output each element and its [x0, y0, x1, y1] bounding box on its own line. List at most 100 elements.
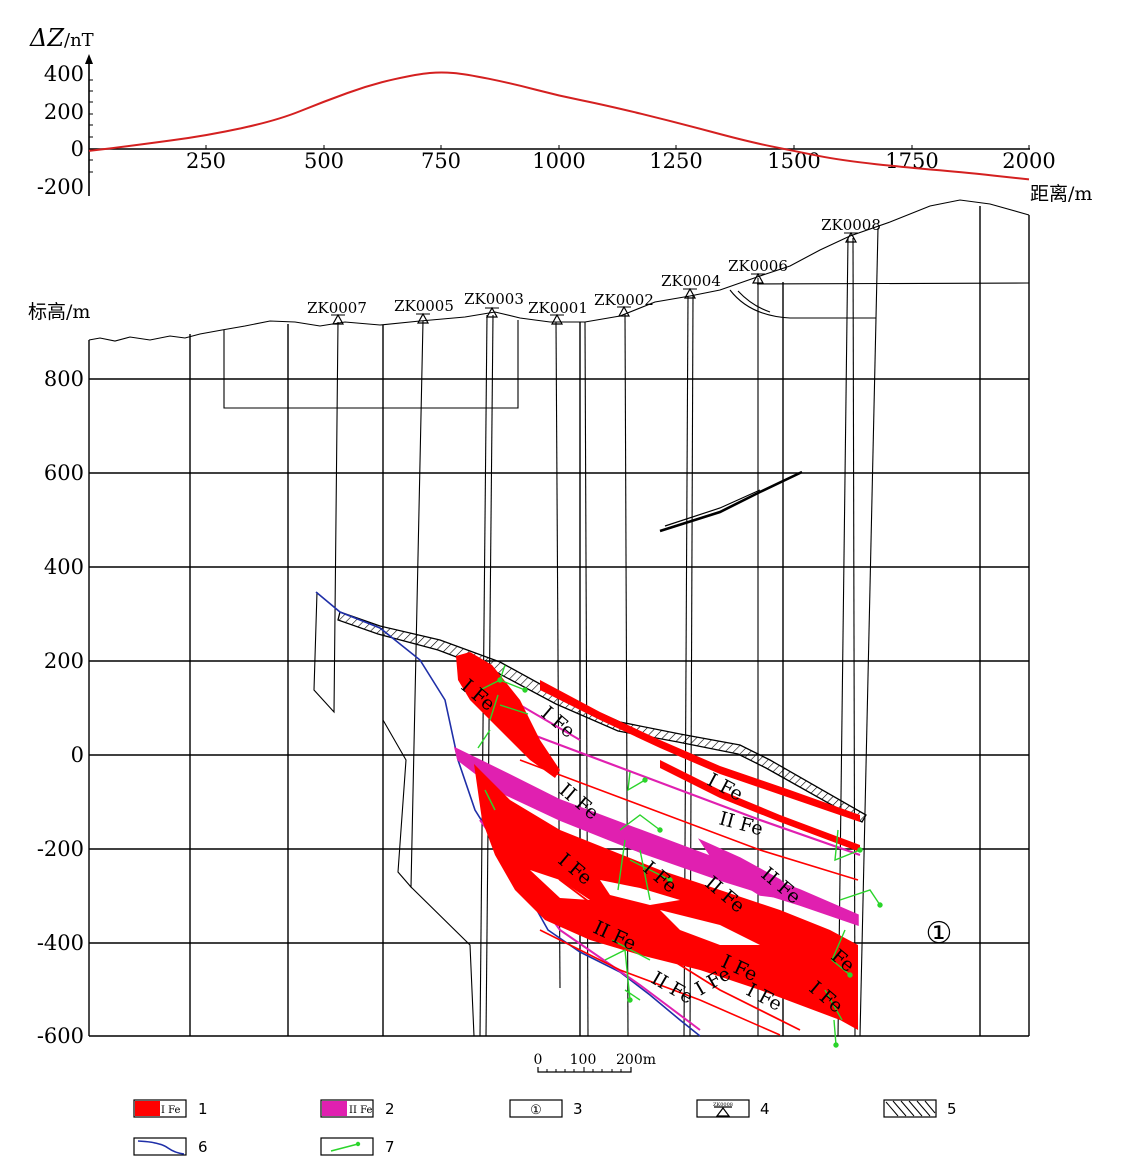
borehole-collars — [331, 231, 858, 325]
elevation-tick: -400 — [37, 931, 84, 955]
legend: I Fe 1 II Fe 2 ① 3 ZK0008 4 5 — [133, 1099, 957, 1156]
ground-surface — [88, 199, 1030, 342]
borehole-icon — [714, 1106, 732, 1117]
elevation-tick: -200 — [37, 837, 84, 861]
borehole-collar-icon — [331, 313, 345, 325]
profile-y-tick: 400 — [44, 62, 84, 86]
legend-number: 5 — [947, 1100, 957, 1118]
ore-body-i-fe — [660, 760, 860, 852]
borehole-collar-icon — [485, 306, 499, 318]
ore-body-i-fe — [660, 910, 760, 945]
profile-x-tick: 2000 — [1002, 149, 1055, 173]
profile-y-tick: -200 — [37, 175, 84, 199]
borehole-label: ZK0001 — [528, 299, 588, 317]
elevation-tick: -600 — [37, 1024, 84, 1048]
profile-minor-ticks — [89, 79, 93, 173]
scale-label: 100 — [570, 1052, 597, 1068]
profile-x-tick: 750 — [421, 149, 461, 173]
profile-y-tick: 0 — [71, 137, 84, 161]
legend-number: 6 — [198, 1138, 208, 1156]
zone-marker: ① — [926, 916, 953, 951]
ore-body-i-fe — [489, 799, 801, 1031]
legend-swatch-text: ① — [530, 1103, 542, 1118]
legend-item-7: 7 — [320, 1137, 395, 1156]
dip-arrow-icon — [355, 1141, 361, 1147]
ore-label: II Fe — [648, 967, 697, 1008]
legend-swatch-text: I Fe — [161, 1105, 181, 1116]
elevation-ticks: 800 600 400 200 0 -200 -400 -600 — [37, 367, 84, 1048]
borehole-label: ZK0002 — [594, 291, 654, 309]
legend-item-3: ① 3 — [509, 1099, 583, 1118]
dz-curve-line — [88, 71, 1030, 181]
ore-body-i-fe — [600, 880, 680, 905]
borehole-collar-icon — [617, 305, 631, 317]
elevation-tick: 600 — [44, 461, 84, 485]
borehole-labels: ZK0007 ZK0005 ZK0003 ZK0001 ZK0002 ZK000… — [307, 216, 881, 317]
legend-number: 1 — [198, 1100, 208, 1118]
borehole-label: ZK0005 — [394, 297, 454, 315]
profile-x-ticks — [205, 145, 1030, 149]
workings-outline — [223, 320, 519, 409]
scale-label: 200m — [616, 1052, 656, 1068]
profile-y-axis-arrow — [85, 54, 93, 64]
ore-body-i-fe — [530, 870, 590, 900]
ore-body-ii-fe — [519, 728, 861, 857]
section-y-label: 标高/m — [28, 301, 90, 323]
borehole-collar-icon — [683, 287, 697, 299]
profile-x-tick: 250 — [186, 149, 226, 173]
dip-arrow-icon — [330, 1143, 359, 1152]
fault-line — [664, 489, 761, 527]
legend-item-4: ZK0008 4 — [696, 1099, 770, 1118]
hatch-icon — [885, 1100, 936, 1117]
surface-line — [756, 282, 1030, 285]
borehole-label: ZK0006 — [728, 257, 788, 275]
borehole-label: ZK0003 — [464, 290, 524, 308]
legend-item-2: II Fe 2 — [320, 1099, 395, 1118]
profile-x-label: 距离/m — [1030, 183, 1092, 205]
scale-bar: 0 100 200m — [534, 1052, 656, 1073]
scale-minor-ticks — [546, 1067, 622, 1072]
fault-line — [659, 470, 803, 533]
borehole-label: ZK0007 — [307, 299, 367, 317]
legend-item-6: 6 — [133, 1137, 208, 1156]
ore-body-i-fe — [540, 680, 860, 822]
legend-swatch-text: ZK0008 — [713, 1102, 733, 1108]
magnetic-profile: ΔZ/nT 400 200 0 -200 250 500 750 1000 12… — [29, 24, 1092, 205]
borehole-label: ZK0008 — [821, 216, 881, 234]
elevation-tick: 800 — [44, 367, 84, 391]
profile-y-label: ΔZ/nT — [29, 24, 94, 52]
elevation-tick: 200 — [44, 649, 84, 673]
elevation-tick: 0 — [71, 743, 84, 767]
borehole-label: ZK0004 — [661, 272, 721, 290]
contact-line-icon — [137, 1140, 185, 1155]
surface-lens — [729, 289, 876, 319]
legend-swatch-text: II Fe — [349, 1105, 372, 1116]
borehole-collar-icon — [550, 313, 564, 325]
profile-y-tick: 200 — [44, 100, 84, 124]
legend-item-5: 5 — [883, 1099, 957, 1118]
legend-number: 4 — [760, 1100, 770, 1118]
profile-x-tick: 1000 — [532, 149, 585, 173]
profile-x-tick: 500 — [304, 149, 344, 173]
profile-x-tick: 1250 — [649, 149, 702, 173]
cross-section: 标高/m 800 600 400 200 0 -200 -400 -600 — [28, 199, 1030, 1048]
legend-number: 3 — [573, 1100, 583, 1118]
dip-symbols — [477, 664, 883, 1048]
borehole-collar-icon — [416, 312, 430, 324]
zone-marker-label: ① — [926, 916, 953, 951]
legend-item-1: I Fe 1 — [133, 1099, 208, 1118]
scale-label: 0 — [534, 1052, 543, 1068]
ore-body-i-fe — [539, 929, 781, 1036]
surface-lens — [737, 290, 771, 313]
borehole-collar-icon — [751, 272, 765, 284]
legend-number: 2 — [385, 1100, 395, 1118]
legend-number: 7 — [385, 1138, 395, 1156]
ore-body-ii-fe — [697, 838, 803, 902]
elevation-tick: 400 — [44, 555, 84, 579]
ore-body-i-fe — [519, 759, 859, 881]
profile-x-tick: 1500 — [767, 149, 820, 173]
survey-lines — [189, 206, 981, 1036]
ore-bodies — [453, 652, 861, 1036]
ore-body-i-fe — [456, 652, 560, 778]
